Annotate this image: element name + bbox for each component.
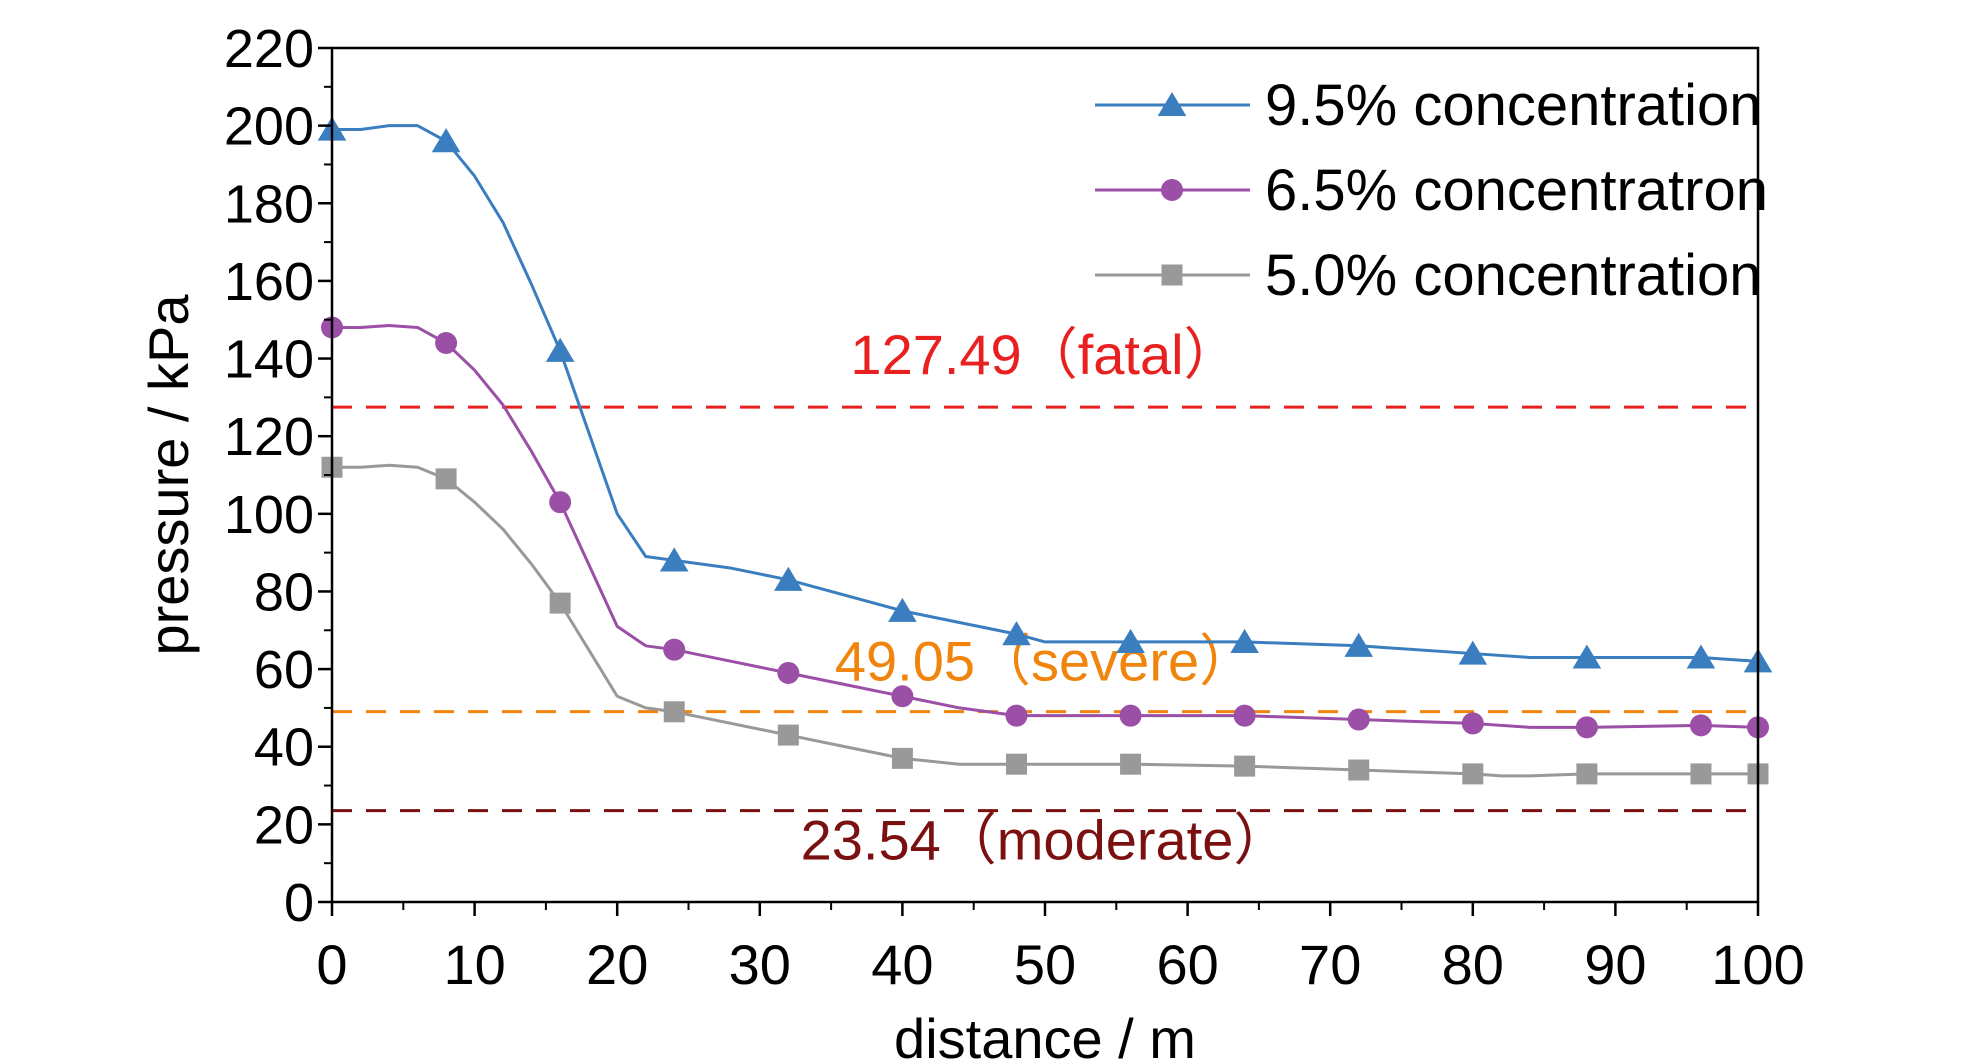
data-point	[1690, 763, 1712, 785]
y-tick-label: 60	[254, 640, 314, 700]
data-point	[549, 592, 571, 614]
legend-marker	[1161, 179, 1183, 201]
data-point	[1120, 753, 1142, 775]
data-point	[435, 468, 457, 490]
data-point	[659, 547, 689, 572]
x-tick-label: 90	[1584, 933, 1646, 996]
x-tick-label: 70	[1299, 933, 1361, 996]
data-point	[777, 724, 799, 746]
data-point	[888, 597, 917, 622]
legend-label: 6.5% concentratron	[1265, 158, 1768, 223]
data-point	[1002, 621, 1031, 646]
x-tick-label: 80	[1442, 933, 1504, 996]
legend-marker	[1161, 264, 1183, 286]
data-point	[1461, 712, 1484, 735]
data-point	[891, 685, 914, 708]
y-tick-label: 160	[224, 252, 314, 312]
reference-line-label: 23.54（moderate）	[801, 808, 1290, 871]
x-tick-label: 20	[586, 933, 648, 996]
y-tick-label: 200	[224, 97, 314, 157]
data-point	[1575, 716, 1598, 739]
data-point	[1005, 704, 1028, 727]
series-line	[332, 324, 1759, 729]
y-tick-label: 20	[254, 795, 314, 855]
data-point	[435, 332, 458, 355]
data-point	[1348, 759, 1370, 781]
data-point	[663, 701, 685, 723]
data-point	[777, 661, 800, 684]
y-tick-label: 120	[224, 407, 314, 467]
legend: 9.5% concentration 6.5% concentratron 5.0%…	[1095, 73, 1768, 308]
data-point	[1462, 763, 1484, 785]
data-point	[1458, 640, 1488, 665]
axes: 0 10 20 30 40 50 60 70 80 90 100 0 20 40 60 80 100 120 140…	[224, 19, 1805, 996]
x-tick-label: 0	[316, 933, 347, 996]
data-point	[891, 747, 913, 769]
data-point	[549, 491, 572, 514]
x-tick-label: 60	[1156, 933, 1218, 996]
data-point	[1576, 763, 1598, 785]
x-tick-label: 50	[1014, 933, 1076, 996]
series-line	[332, 124, 1759, 663]
reference-line-label: 49.05（severe）	[835, 630, 1255, 693]
data-point	[1347, 708, 1370, 731]
data-point	[774, 566, 803, 591]
y-tick-label: 100	[224, 485, 314, 545]
legend-marker	[1157, 92, 1187, 117]
y-tick-label: 40	[254, 718, 314, 778]
reference-line-label: 127.49（fatal）	[850, 323, 1239, 386]
data-point	[1230, 628, 1259, 653]
data-point	[663, 638, 686, 661]
data-point	[1234, 755, 1256, 777]
data-point	[1344, 632, 1374, 657]
x-tick-label: 10	[443, 933, 505, 996]
data-point	[1005, 753, 1027, 775]
data-point	[1119, 704, 1142, 727]
y-tick-label: 140	[224, 330, 314, 390]
data-point	[545, 337, 575, 362]
y-tick-label: 0	[284, 873, 314, 933]
legend-label: 5.0% concentration	[1265, 243, 1762, 308]
data-point	[1689, 714, 1712, 737]
data-point	[1116, 628, 1145, 653]
data-point	[1572, 644, 1602, 669]
x-axis-label: distance / m	[894, 1007, 1196, 1063]
data-point	[1686, 644, 1716, 669]
data-point	[1233, 704, 1256, 727]
y-tick-label: 220	[224, 19, 314, 79]
data-point	[431, 128, 461, 153]
legend-label: 9.5% concentration	[1265, 73, 1762, 138]
y-tick-label: 80	[254, 562, 314, 622]
y-axis-label: pressure / kPa	[137, 294, 200, 656]
series-line	[332, 463, 1758, 778]
x-tick-label: 40	[871, 933, 933, 996]
x-tick-label: 30	[729, 933, 791, 996]
y-tick-label: 180	[224, 174, 314, 234]
reference-lines: 127.49（fatal） 49.05（severe） 23.54（moderate…	[332, 323, 1758, 871]
x-tick-label: 100	[1711, 933, 1804, 996]
